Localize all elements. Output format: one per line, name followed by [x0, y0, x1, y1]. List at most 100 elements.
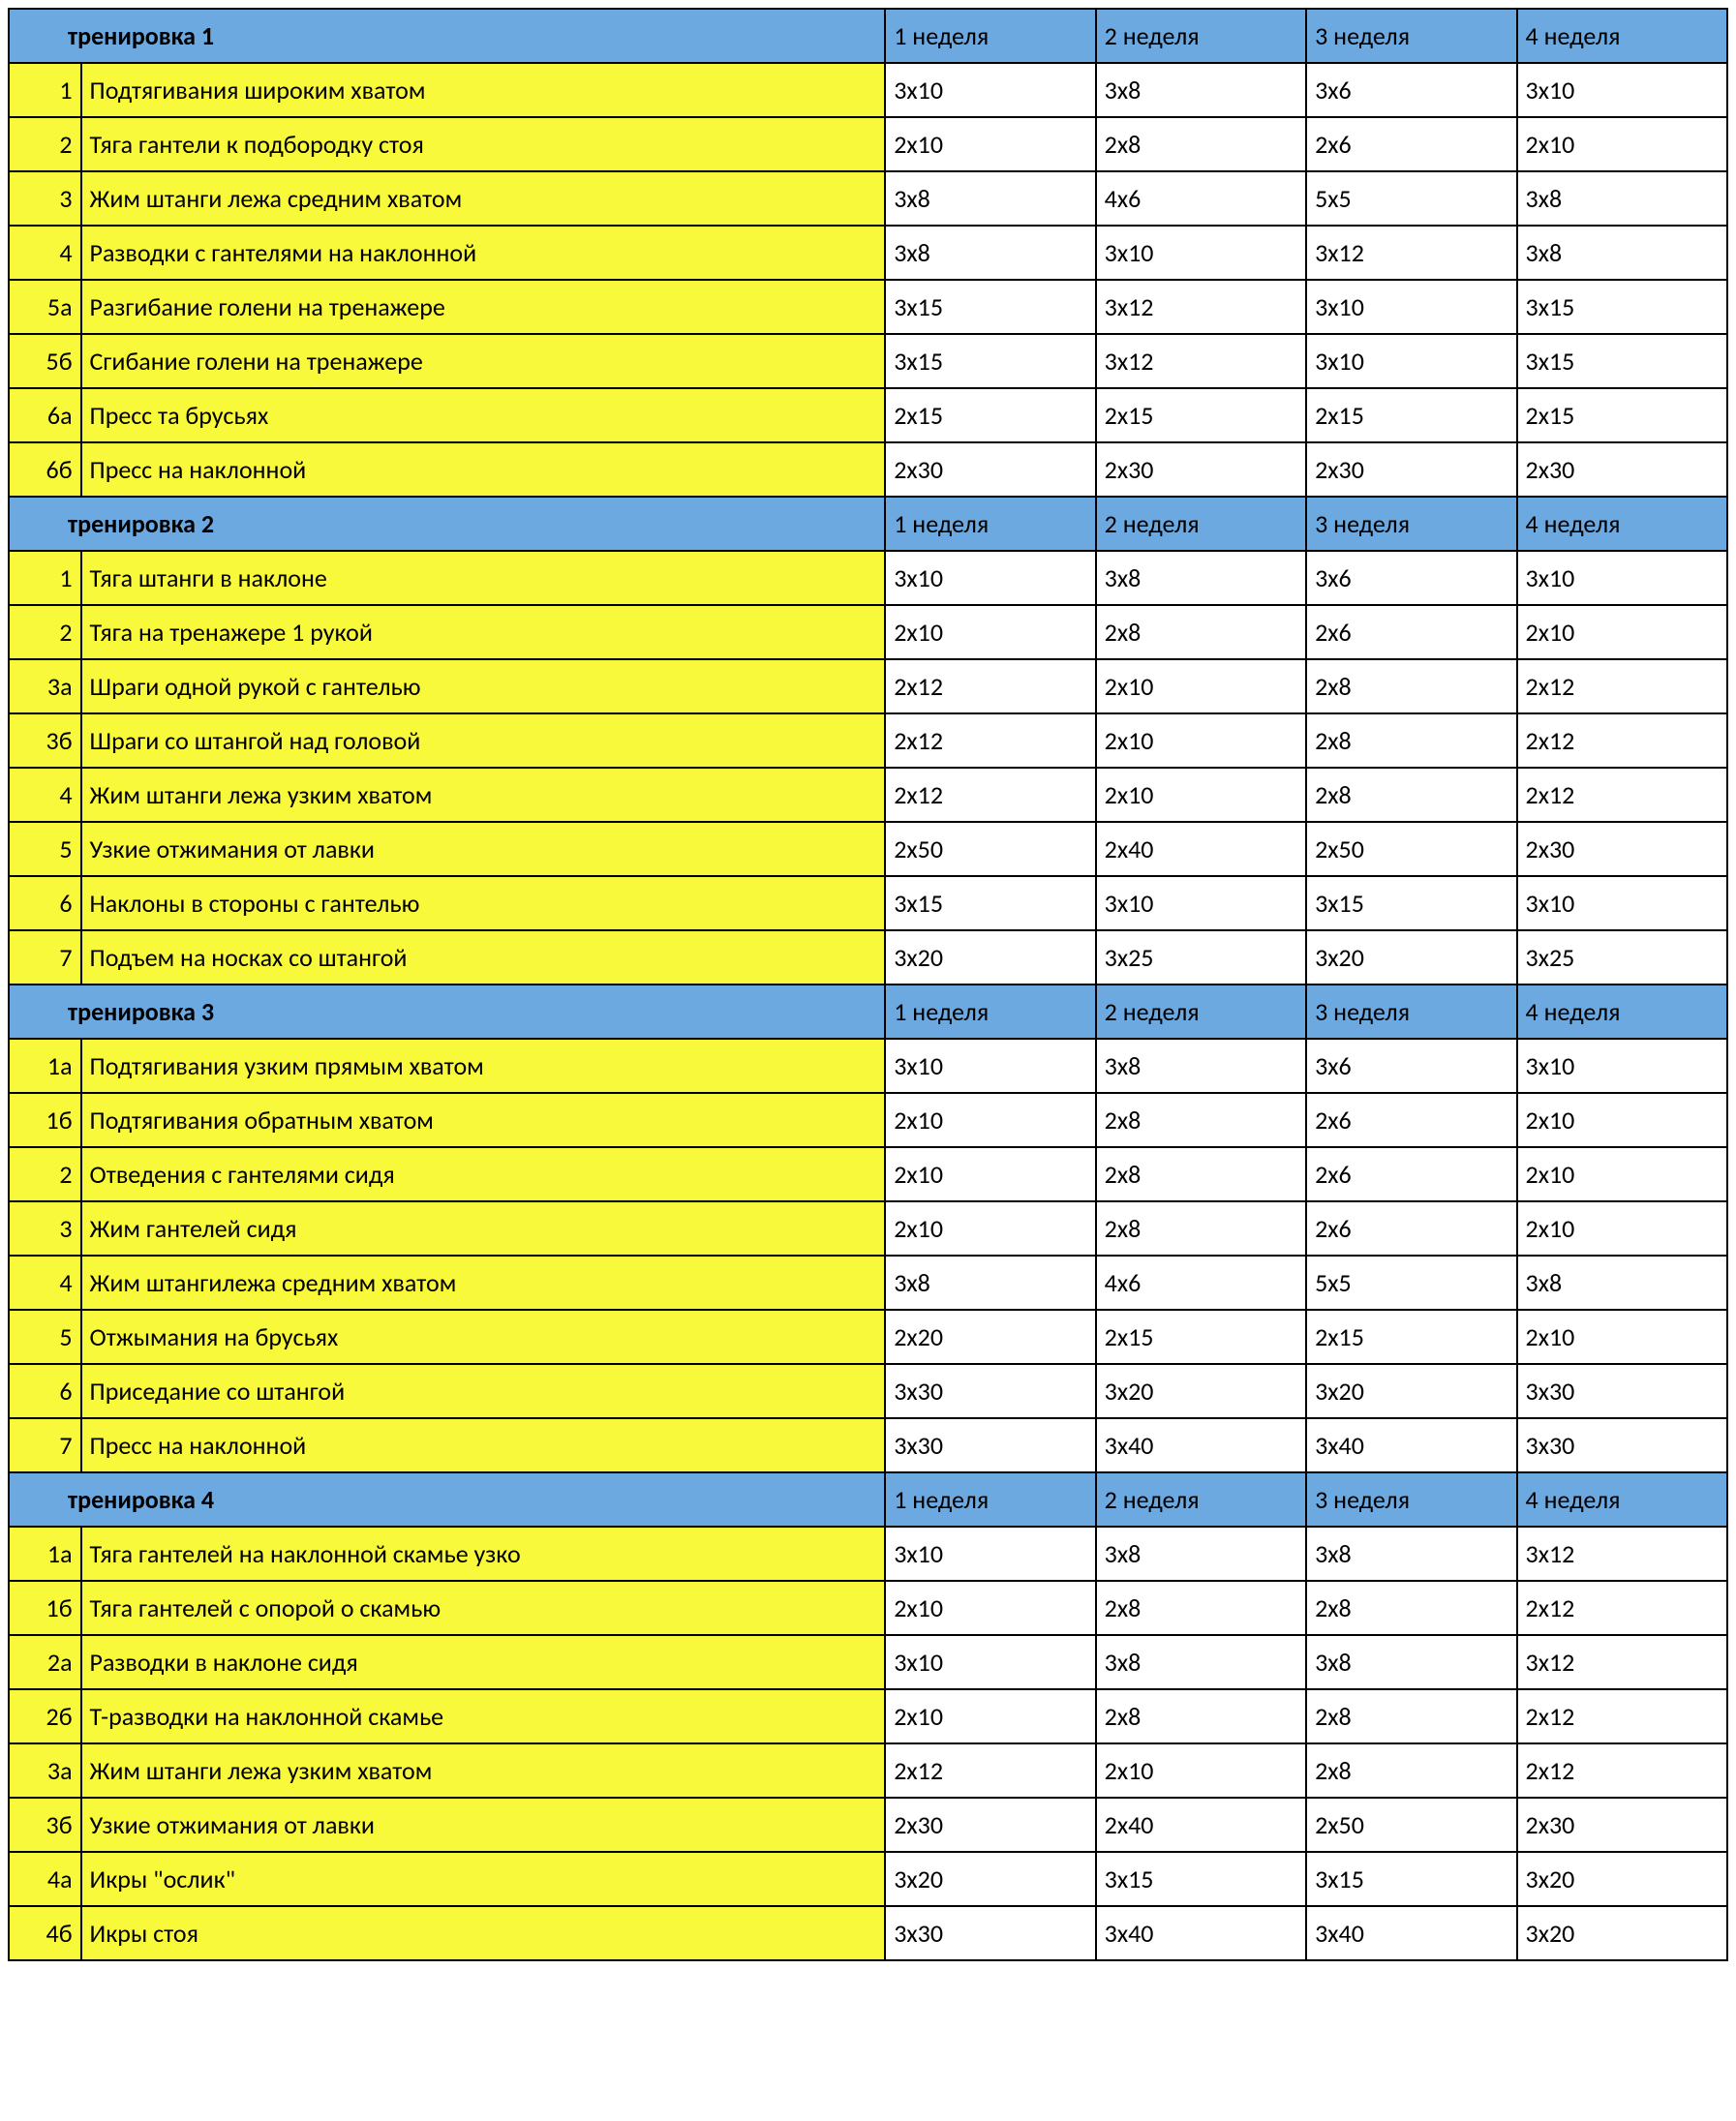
week-header: 2 неделя: [1096, 9, 1306, 63]
week-value: 2x10: [1517, 1310, 1727, 1364]
week-value: 3x8: [885, 226, 1095, 280]
week-value: 3x8: [1306, 1527, 1516, 1581]
week-header: 4 неделя: [1517, 9, 1727, 63]
week-value: 3x8: [1517, 1256, 1727, 1310]
workout-title: тренировка 2: [9, 497, 885, 551]
exercise-row: 1аПодтягивания узким прямым хватом3x103x…: [9, 1039, 1727, 1093]
week-value: 2x8: [1306, 1581, 1516, 1635]
week-value: 2x8: [1306, 659, 1516, 713]
week-value: 2x30: [1517, 442, 1727, 497]
week-value: 2x8: [1096, 605, 1306, 659]
week-value: 2x40: [1096, 822, 1306, 876]
exercise-number: 3: [9, 1201, 81, 1256]
exercise-number: 1б: [9, 1093, 81, 1147]
week-value: 3x20: [1306, 1364, 1516, 1418]
exercise-name: Узкие отжимания от лавки: [81, 1798, 886, 1852]
week-header: 1 неделя: [885, 1472, 1095, 1527]
exercise-name: Т-разводки на наклонной скамье: [81, 1689, 886, 1743]
exercise-number: 1: [9, 551, 81, 605]
exercise-name: Пресс та брусьях: [81, 388, 886, 442]
exercise-row: 6Наклоны в стороны с гантелью3x153x103x1…: [9, 876, 1727, 930]
exercise-name: Отведения с гантелями сидя: [81, 1147, 886, 1201]
week-value: 2x10: [1096, 659, 1306, 713]
week-value: 2x10: [1517, 1093, 1727, 1147]
week-value: 3x12: [1517, 1527, 1727, 1581]
week-value: 3x6: [1306, 551, 1516, 605]
week-value: 3x10: [1306, 334, 1516, 388]
week-value: 2x12: [885, 1743, 1095, 1798]
exercise-name: Жим штангилежа средним хватом: [81, 1256, 886, 1310]
week-value: 5x5: [1306, 1256, 1516, 1310]
exercise-name: Жим гантелей сидя: [81, 1201, 886, 1256]
exercise-row: 4Жим штанги лежа узким хватом2x122x102x8…: [9, 768, 1727, 822]
week-value: 3x12: [1306, 226, 1516, 280]
week-value: 3x20: [885, 930, 1095, 985]
workout-title: тренировка 3: [9, 985, 885, 1039]
week-value: 2x10: [885, 1201, 1095, 1256]
exercise-name: Шраги со штангой над головой: [81, 713, 886, 768]
exercise-number: 1: [9, 63, 81, 117]
exercise-number: 2: [9, 605, 81, 659]
exercise-row: 5бСгибание голени на тренажере3x153x123x…: [9, 334, 1727, 388]
week-value: 3x30: [1517, 1364, 1727, 1418]
week-value: 2x8: [1096, 1581, 1306, 1635]
exercise-row: 1Тяга штанги в наклоне3x103x83x63x10: [9, 551, 1727, 605]
week-value: 3x8: [1096, 551, 1306, 605]
exercise-row: 3Жим гантелей сидя2x102x82x62x10: [9, 1201, 1727, 1256]
exercise-number: 1а: [9, 1527, 81, 1581]
exercise-number: 1б: [9, 1581, 81, 1635]
week-value: 2x10: [1517, 117, 1727, 171]
exercise-number: 2б: [9, 1689, 81, 1743]
exercise-row: 3аЖим штанги лежа узким хватом2x122x102x…: [9, 1743, 1727, 1798]
week-value: 3x12: [1096, 280, 1306, 334]
week-value: 3x10: [1517, 876, 1727, 930]
week-value: 2x10: [1096, 1743, 1306, 1798]
week-header: 4 неделя: [1517, 985, 1727, 1039]
week-value: 3x10: [1096, 226, 1306, 280]
exercise-name: Икры стоя: [81, 1906, 886, 1960]
week-value: 2x30: [885, 442, 1095, 497]
week-value: 3x8: [1517, 226, 1727, 280]
week-value: 2x12: [1517, 1581, 1727, 1635]
week-value: 2x12: [885, 768, 1095, 822]
week-value: 2x8: [1096, 1201, 1306, 1256]
exercise-name: Пресс на наклонной: [81, 1418, 886, 1472]
exercise-number: 3а: [9, 1743, 81, 1798]
week-value: 3x10: [1306, 280, 1516, 334]
exercise-number: 4: [9, 1256, 81, 1310]
week-header: 3 неделя: [1306, 497, 1516, 551]
week-value: 3x8: [1517, 171, 1727, 226]
week-value: 3x8: [1096, 1527, 1306, 1581]
week-value: 2x30: [885, 1798, 1095, 1852]
week-value: 2x12: [1517, 768, 1727, 822]
week-value: 2x6: [1306, 605, 1516, 659]
exercise-name: Разводки в наклоне сидя: [81, 1635, 886, 1689]
week-value: 2x10: [885, 1689, 1095, 1743]
week-header: 2 неделя: [1096, 497, 1306, 551]
week-value: 3x8: [885, 1256, 1095, 1310]
week-value: 2x30: [1517, 1798, 1727, 1852]
training-program-table: тренировка 11 неделя2 неделя3 неделя4 не…: [8, 8, 1728, 1961]
week-value: 3x15: [1306, 1852, 1516, 1906]
exercise-name: Тяга гантели к подбородку стоя: [81, 117, 886, 171]
week-value: 3x8: [1306, 1635, 1516, 1689]
exercise-row: 2Тяга на тренажере 1 рукой2x102x82x62x10: [9, 605, 1727, 659]
exercise-row: 4аИкры "ослик"3x203x153x153x20: [9, 1852, 1727, 1906]
week-value: 2x8: [1306, 1743, 1516, 1798]
workout-header-row: тренировка 11 неделя2 неделя3 неделя4 не…: [9, 9, 1727, 63]
week-header: 1 неделя: [885, 497, 1095, 551]
week-header: 1 неделя: [885, 9, 1095, 63]
exercise-number: 2: [9, 117, 81, 171]
week-value: 3x15: [1306, 876, 1516, 930]
week-value: 2x8: [1096, 1093, 1306, 1147]
week-value: 3x10: [1517, 63, 1727, 117]
exercise-name: Икры "ослик": [81, 1852, 886, 1906]
week-value: 3x6: [1306, 63, 1516, 117]
exercise-row: 4бИкры стоя3x303x403x403x20: [9, 1906, 1727, 1960]
exercise-row: 6аПресс та брусьях2x152x152x152x15: [9, 388, 1727, 442]
week-value: 3x10: [885, 551, 1095, 605]
exercise-number: 6: [9, 876, 81, 930]
week-value: 3x25: [1096, 930, 1306, 985]
exercise-row: 5Узкие отжимания от лавки2x502x402x502x3…: [9, 822, 1727, 876]
week-value: 3x15: [1096, 1852, 1306, 1906]
